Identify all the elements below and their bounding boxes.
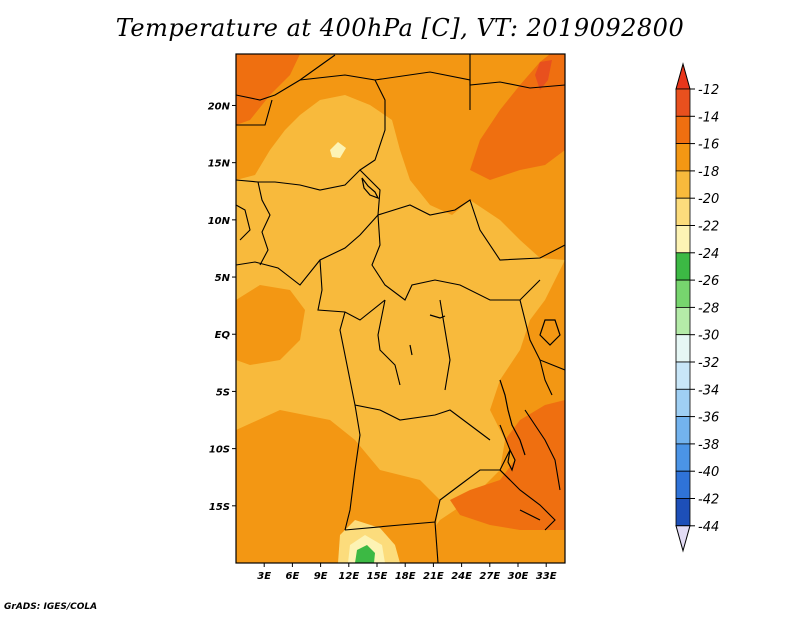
x-tick-label: 30E xyxy=(508,571,529,582)
x-tick-label: 15E xyxy=(367,571,388,582)
colorbar-bin xyxy=(675,252,691,281)
x-tick-label: 6E xyxy=(286,571,300,582)
x-tick-label: 24E xyxy=(451,571,472,582)
y-tick-label: 10N xyxy=(208,216,231,227)
country-boundaries xyxy=(236,54,565,563)
colorbar-label: -30 xyxy=(698,329,719,344)
colorbar-bin xyxy=(675,306,691,336)
x-tick-label: 3E xyxy=(257,571,271,582)
y-tick-label: 10S xyxy=(209,445,230,456)
y-tick-label: EQ xyxy=(215,330,231,341)
colorbar-bottom-triangle xyxy=(675,525,691,553)
colorbar-label: -44 xyxy=(698,520,719,535)
x-axis: 3E 6E 9E 12E 15E 18E 21E 24E 27E 30E 33E xyxy=(257,563,557,582)
field-hottest xyxy=(535,60,552,90)
colorbar-bin xyxy=(675,361,691,390)
y-tick-label: 5N xyxy=(215,273,231,284)
colorbar-label: -40 xyxy=(698,465,719,480)
y-tick-label: 20N xyxy=(208,101,231,112)
colorbar-label: -42 xyxy=(698,493,719,508)
field-pale-spot xyxy=(330,142,346,158)
colorbar-bin xyxy=(675,416,691,445)
colorbar-top-triangle xyxy=(675,62,691,90)
colorbar-bin xyxy=(675,388,691,417)
colorbar-label: -24 xyxy=(698,247,719,262)
colorbar-label: -16 xyxy=(698,138,719,153)
colorbar-bin xyxy=(675,470,691,499)
field-hot-w xyxy=(236,54,300,125)
y-tick-label: 15S xyxy=(209,502,230,513)
colorbar-bin xyxy=(675,334,691,363)
colorbar: -12 -14 -16 -18 -20 -22 -24 -26 -28 -30 -32 -34 -36 -… xyxy=(675,62,719,553)
colorbar-bin xyxy=(675,279,691,308)
x-tick-label: 18E xyxy=(395,571,416,582)
colorbar-label: -18 xyxy=(698,165,719,180)
colorbar-bin xyxy=(675,115,691,145)
colorbar-bin xyxy=(675,143,691,172)
field-hot-se xyxy=(450,400,565,530)
x-tick-label: 27E xyxy=(479,571,500,582)
colorbar-label: -22 xyxy=(698,220,719,235)
map-frame xyxy=(235,53,566,564)
colorbar-label: -14 xyxy=(698,110,719,125)
field-warm-north xyxy=(236,54,565,260)
field-cold-sw xyxy=(355,545,375,563)
colorbar-bin xyxy=(675,88,691,117)
colorbar-label: -34 xyxy=(698,383,719,398)
colorbar-label: -20 xyxy=(698,192,719,207)
colorbar-bin xyxy=(675,498,691,527)
field-warm-south xyxy=(236,410,440,563)
chart-title: Temperature at 400hPa [C], VT: 201909280… xyxy=(115,14,685,42)
y-axis: 20N 15N 10N 5N EQ 5S 10S 15S xyxy=(208,101,236,513)
x-tick-label: 9E xyxy=(314,571,328,582)
y-tick-label: 15N xyxy=(208,159,231,170)
field-warm-patch xyxy=(236,285,305,365)
colorbar-bin xyxy=(675,197,691,226)
colorbar-label: -26 xyxy=(698,274,719,289)
colorbar-bin xyxy=(675,225,691,254)
lakes xyxy=(361,177,561,521)
colorbar-label: -28 xyxy=(698,301,719,316)
colorbar-bin xyxy=(675,443,691,472)
colorbar-label: -36 xyxy=(698,411,719,426)
colorbar-bin xyxy=(675,170,691,199)
x-tick-label: 12E xyxy=(338,571,359,582)
colorbar-label: -38 xyxy=(698,438,719,453)
footer-credit: GrADS: IGES/COLA xyxy=(4,602,98,612)
colorbar-label: -32 xyxy=(698,356,719,371)
x-tick-label: 21E xyxy=(423,571,444,582)
x-tick-label: 33E xyxy=(536,571,557,582)
y-tick-label: 5S xyxy=(216,387,230,398)
colorbar-label: -12 xyxy=(698,83,719,98)
temperature-field xyxy=(236,54,565,563)
